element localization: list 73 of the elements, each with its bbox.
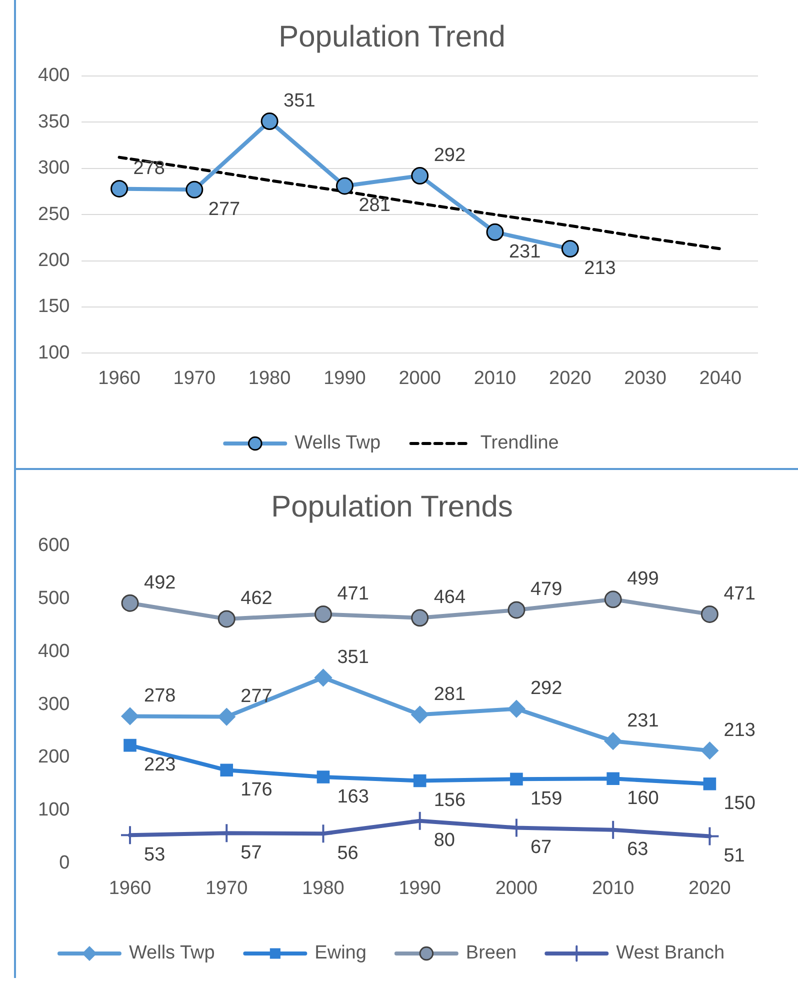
data-label: 63 bbox=[627, 839, 648, 860]
data-label: 56 bbox=[337, 842, 358, 864]
data-label: 479 bbox=[530, 579, 562, 600]
legend-label: Wells Twp bbox=[128, 942, 215, 964]
data-label: 163 bbox=[337, 786, 369, 808]
x-tick-label: 2040 bbox=[699, 368, 742, 389]
data-label: 223 bbox=[144, 754, 176, 776]
data-label: 492 bbox=[144, 572, 176, 594]
data-label: 278 bbox=[144, 685, 176, 706]
y-tick-label: 350 bbox=[38, 111, 70, 132]
y-tick-label: 500 bbox=[38, 588, 70, 610]
legend-label: Trendline bbox=[480, 432, 559, 454]
y-tick-label: 250 bbox=[38, 204, 70, 225]
x-tick-label: 2020 bbox=[688, 878, 731, 899]
data-label: 471 bbox=[337, 583, 369, 604]
data-label: 80 bbox=[434, 830, 455, 852]
legend-label: West Branch bbox=[616, 942, 725, 964]
chart-title: Population Trends bbox=[271, 490, 513, 524]
data-label: 51 bbox=[724, 845, 745, 866]
data-label: 351 bbox=[284, 90, 316, 112]
y-tick-label: 100 bbox=[38, 342, 70, 364]
data-label: 231 bbox=[627, 710, 659, 732]
data-label: 464 bbox=[434, 587, 466, 608]
y-tick-label: 300 bbox=[38, 158, 70, 179]
x-tick-label: 1960 bbox=[108, 878, 152, 899]
data-label: 160 bbox=[627, 788, 659, 809]
data-label: 231 bbox=[508, 241, 541, 262]
data-label: 281 bbox=[358, 195, 390, 216]
x-tick-label: 2000 bbox=[398, 368, 441, 389]
y-tick-label: 200 bbox=[38, 250, 70, 272]
x-tick-label: 1980 bbox=[248, 368, 291, 389]
data-label: 277 bbox=[208, 198, 240, 220]
y-tick-label: 200 bbox=[38, 746, 70, 768]
data-label: 277 bbox=[240, 686, 272, 707]
data-label: 499 bbox=[627, 568, 659, 590]
x-tick-label: 2010 bbox=[474, 368, 516, 389]
y-tick-label: 400 bbox=[38, 640, 70, 662]
x-tick-label: 1970 bbox=[205, 878, 248, 899]
x-tick-label: 2020 bbox=[549, 368, 592, 389]
x-tick-label: 2000 bbox=[495, 878, 538, 899]
data-label: 150 bbox=[724, 793, 756, 814]
data-label: 278 bbox=[133, 158, 165, 179]
data-label: 53 bbox=[144, 844, 166, 866]
data-label: 57 bbox=[240, 842, 262, 864]
data-label: 351 bbox=[337, 646, 369, 668]
y-tick-label: 100 bbox=[38, 800, 70, 821]
data-label: 292 bbox=[530, 678, 562, 700]
legend-label: Breen bbox=[466, 942, 517, 964]
data-label: 292 bbox=[434, 145, 466, 166]
data-label: 156 bbox=[434, 790, 466, 811]
data-label: 159 bbox=[530, 788, 562, 810]
y-tick-label: 0 bbox=[59, 852, 70, 874]
chart-title: Population Trend bbox=[278, 20, 506, 54]
legend-label: Wells Twp bbox=[294, 432, 381, 454]
data-label: 67 bbox=[530, 837, 552, 858]
x-tick-label: 1990 bbox=[324, 368, 366, 389]
data-label: 176 bbox=[240, 779, 272, 800]
x-tick-label: 2010 bbox=[592, 878, 634, 899]
data-label: 281 bbox=[434, 684, 466, 705]
data-label: 471 bbox=[724, 583, 756, 604]
legend-label: Ewing bbox=[314, 942, 366, 964]
x-tick-label: 1990 bbox=[398, 878, 441, 899]
y-tick-label: 300 bbox=[38, 694, 70, 715]
y-tick-label: 400 bbox=[38, 65, 70, 86]
x-tick-label: 1980 bbox=[302, 878, 344, 899]
data-label: 213 bbox=[584, 258, 616, 280]
y-tick-label: 150 bbox=[38, 296, 70, 318]
data-label: 462 bbox=[240, 588, 272, 610]
x-tick-label: 2030 bbox=[624, 368, 666, 389]
x-tick-label: 1970 bbox=[173, 368, 216, 389]
y-tick-label: 600 bbox=[38, 535, 70, 556]
data-label: 213 bbox=[724, 720, 756, 741]
x-tick-label: 1960 bbox=[98, 368, 140, 389]
